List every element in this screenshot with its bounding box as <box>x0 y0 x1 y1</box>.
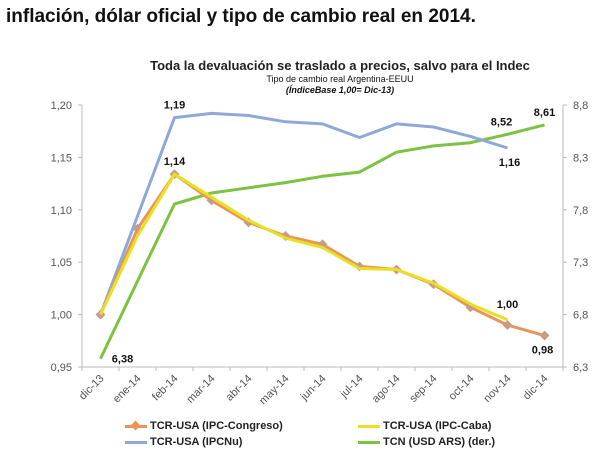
y-left-tick-label: 1,10 <box>51 205 72 217</box>
y-right-tick-label: 6,8 <box>573 310 588 322</box>
data-label: 1,19 <box>164 100 185 112</box>
series-line-2 <box>99 111 508 316</box>
legend-swatch-caba <box>358 424 380 428</box>
y-left-tick-label: 1,05 <box>51 257 72 269</box>
data-label: 6,38 <box>112 354 133 366</box>
x-tick-label: jun-14 <box>298 373 329 404</box>
y-right-tick-label: 8,8 <box>573 100 588 112</box>
series-line-1 <box>99 172 509 322</box>
y-right-tick-label: 8,3 <box>573 152 588 164</box>
data-label: 1,14 <box>164 156 186 168</box>
legend-item-ipcnu: TCR-USA (IPCNu) <box>125 436 242 448</box>
x-tick-label: mar-14 <box>184 373 217 406</box>
x-tick-label: abr-14 <box>224 373 255 404</box>
data-label: 1,16 <box>499 157 520 169</box>
legend-item-congreso: TCR-USA (IPC-Congreso) <box>125 420 283 432</box>
y-right-tick-label: 6,3 <box>573 362 588 374</box>
x-tick-label: dic-13 <box>77 373 107 403</box>
series-line-0 <box>99 172 545 338</box>
x-tick-label: nov-14 <box>481 373 513 405</box>
x-tick-label: sep-14 <box>407 373 439 405</box>
legend-item-tcn: TCN (USD ARS) (der.) <box>358 436 495 448</box>
legend-swatch-congreso <box>125 420 147 430</box>
x-tick-label: oct-14 <box>447 373 477 403</box>
legend-label: TCR-USA (IPC-Congreso) <box>150 420 283 432</box>
chart-subtitle-base: (ÍndiceBase 1,00= Dic-13) <box>285 85 395 95</box>
series-line-3 <box>99 123 545 360</box>
data-point-marker <box>539 330 550 341</box>
x-tick-label: feb-14 <box>150 373 181 404</box>
x-tick-label: dic-14 <box>521 373 551 403</box>
data-label: 8,52 <box>491 116 512 128</box>
page-heading: inflación, dólar oficial y tipo de cambi… <box>6 6 476 27</box>
x-tick-label: may-14 <box>257 373 291 407</box>
data-point-marker <box>502 320 513 331</box>
x-tick-label: ene-14 <box>111 373 144 406</box>
legend-label: TCN (USD ARS) (der.) <box>383 436 496 448</box>
y-left-tick-label: 1,00 <box>51 310 72 322</box>
legend-label: TCR-USA (IPCNu) <box>150 436 243 448</box>
y-left-tick-label: 1,15 <box>51 152 72 164</box>
data-label: 8,61 <box>534 107 555 119</box>
data-label: 1,00 <box>497 299 518 311</box>
legend-swatch-tcn <box>358 440 380 444</box>
y-right-tick-label: 7,8 <box>573 205 588 217</box>
x-tick-label: jul-14 <box>337 373 365 401</box>
y-right-tick-label: 7,3 <box>573 257 588 269</box>
x-tick-label: ago-14 <box>370 373 403 406</box>
data-label: 0,98 <box>532 345 553 357</box>
legend-label: TCR-USA (IPC-Caba) <box>383 420 492 432</box>
legend-swatch-ipcnu <box>125 440 147 444</box>
y-left-tick-label: 1,20 <box>51 100 72 112</box>
legend-item-caba: TCR-USA (IPC-Caba) <box>358 420 491 432</box>
chart-subtitle: Tipo de cambio real Argentina-EEUU <box>266 74 414 84</box>
chart-title: Toda la devaluación se traslado a precio… <box>150 58 530 73</box>
y-left-tick-label: 0,95 <box>51 362 72 374</box>
